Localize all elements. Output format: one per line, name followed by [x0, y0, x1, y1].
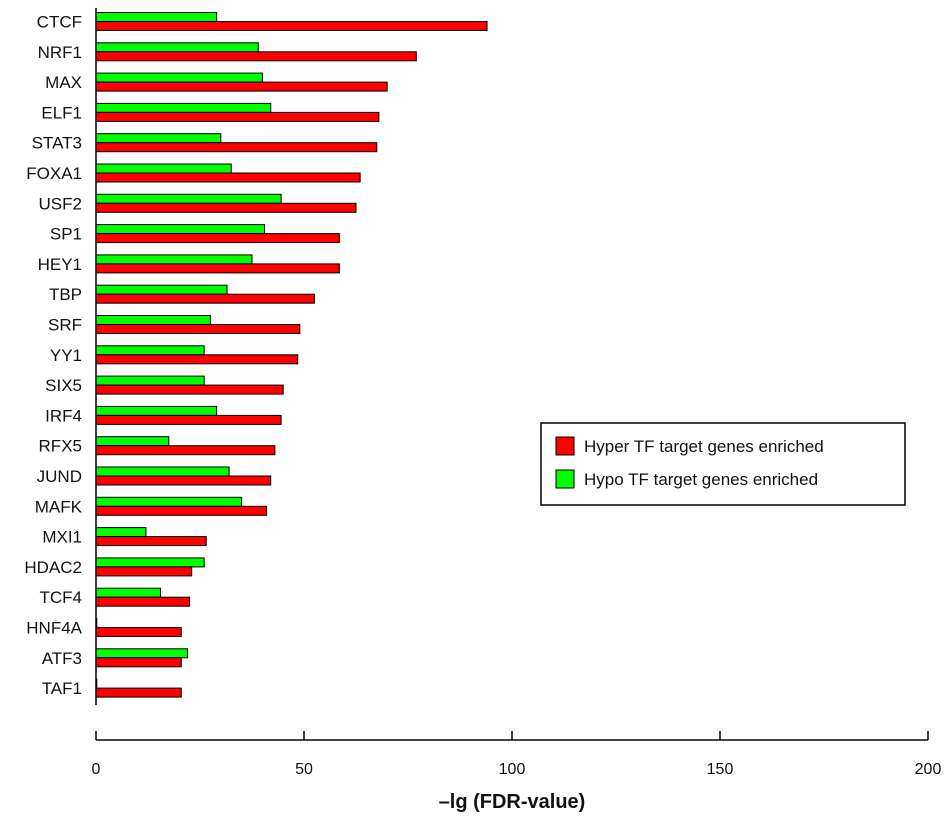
bar-hyper-stat3	[95, 142, 378, 153]
bar-hypo-nrf1	[95, 42, 259, 53]
legend-label-hyper: Hyper TF target genes enriched	[584, 437, 824, 456]
bar-hyper-six5	[95, 384, 284, 395]
bar-hypo-six5	[95, 375, 205, 386]
bar-hyper-yy1	[95, 354, 299, 365]
legend-label-hypo: Hypo TF target genes enriched	[584, 470, 818, 489]
legend-swatch-hypo	[555, 469, 575, 489]
bar-hyper-mxi1	[95, 536, 207, 547]
bar-hypo-ctcf	[95, 12, 218, 22]
x-tick-label-0: 0	[92, 761, 101, 778]
category-label-irf4: IRF4	[45, 406, 82, 425]
bar-hyper-max	[95, 81, 388, 92]
bar-hypo-mafk	[95, 496, 243, 507]
bar-hyper-sp1	[95, 233, 340, 244]
category-label-mafk: MAFK	[35, 497, 83, 516]
category-label-nrf1: NRF1	[38, 43, 82, 62]
bar-hyper-mafk	[95, 505, 268, 516]
x-tick-label-150: 150	[707, 761, 734, 778]
category-label-max: MAX	[45, 73, 82, 92]
bar-hyper-tbp	[95, 293, 315, 304]
category-label-tcf4: TCF4	[40, 588, 83, 607]
legend: Hyper TF target genes enriched Hypo TF t…	[540, 422, 906, 506]
category-label-six5: SIX5	[45, 376, 82, 395]
x-tick-label-200: 200	[915, 761, 942, 778]
bar-hyper-srf	[95, 324, 301, 334]
bar-hypo-foxa1	[95, 163, 232, 174]
bar-hyper-hnf4a	[95, 627, 182, 637]
bar-hypo-hey1	[95, 254, 253, 265]
bar-hypo-tcf4	[95, 587, 161, 598]
category-label-elf1: ELF1	[41, 103, 82, 122]
category-label-taf1: TAF1	[42, 679, 82, 698]
bars-layer	[95, 8, 488, 705]
bar-hyper-irf4	[95, 414, 282, 425]
bar-hypo-stat3	[95, 133, 222, 144]
bar-hyper-jund	[95, 475, 272, 486]
category-label-hnf4a: HNF4A	[26, 619, 82, 638]
category-label-tbp: TBP	[49, 285, 82, 304]
bar-hypo-usf2	[95, 193, 282, 204]
category-label-atf3: ATF3	[42, 649, 82, 668]
bar-hypo-mxi1	[95, 527, 147, 538]
category-label-stat3: STAT3	[32, 134, 82, 153]
legend-swatch-hyper	[555, 436, 575, 456]
legend-box	[540, 422, 906, 506]
bar-hyper-usf2	[95, 202, 357, 213]
bar-hypo-irf4	[95, 405, 218, 416]
bar-hyper-taf1	[95, 687, 182, 698]
bar-hypo-sp1	[95, 224, 265, 235]
category-label-rfx5: RFX5	[39, 437, 82, 456]
bar-hypo-yy1	[95, 345, 205, 356]
bar-hyper-elf1	[95, 111, 380, 122]
bar-hypo-hdac2	[95, 557, 205, 568]
bar-hyper-hey1	[95, 263, 340, 274]
bar-hypo-atf3	[95, 648, 189, 659]
category-label-hdac2: HDAC2	[24, 558, 82, 577]
x-tick-label-50: 50	[295, 761, 313, 778]
bar-hyper-tcf4	[95, 596, 191, 607]
category-label-sp1: SP1	[50, 225, 82, 244]
bar-hyper-atf3	[95, 657, 182, 668]
bar-hyper-ctcf	[95, 21, 488, 31]
bar-hyper-rfx5	[95, 445, 276, 456]
category-label-hey1: HEY1	[38, 255, 82, 274]
category-label-ctcf: CTCF	[37, 13, 82, 32]
bar-hyper-hdac2	[95, 566, 193, 577]
x-tick-label-100: 100	[499, 761, 526, 778]
bar-hypo-tbp	[95, 284, 228, 295]
category-label-jund: JUND	[37, 467, 82, 486]
bar-hypo-srf	[95, 315, 211, 325]
bar-hypo-rfx5	[95, 436, 170, 447]
bar-hypo-jund	[95, 466, 230, 477]
category-label-mxi1: MXI1	[42, 528, 82, 547]
category-label-srf: SRF	[48, 316, 82, 335]
x-axis-title: –lg (FDR-value)	[439, 791, 586, 813]
x-axis: 0 50 100 150 200	[92, 731, 942, 778]
category-label-foxa1: FOXA1	[26, 164, 82, 183]
category-labels: CTCF NRF1 MAX ELF1 STAT3 FOXA1 USF2 SP1 HEY1 TBP S…	[24, 13, 82, 699]
category-label-yy1: YY1	[50, 346, 82, 365]
category-label-usf2: USF2	[39, 194, 82, 213]
bar-hyper-foxa1	[95, 172, 361, 183]
bar-hypo-elf1	[95, 102, 272, 113]
bar-hypo-max	[95, 72, 263, 83]
bar-hyper-nrf1	[95, 51, 417, 62]
